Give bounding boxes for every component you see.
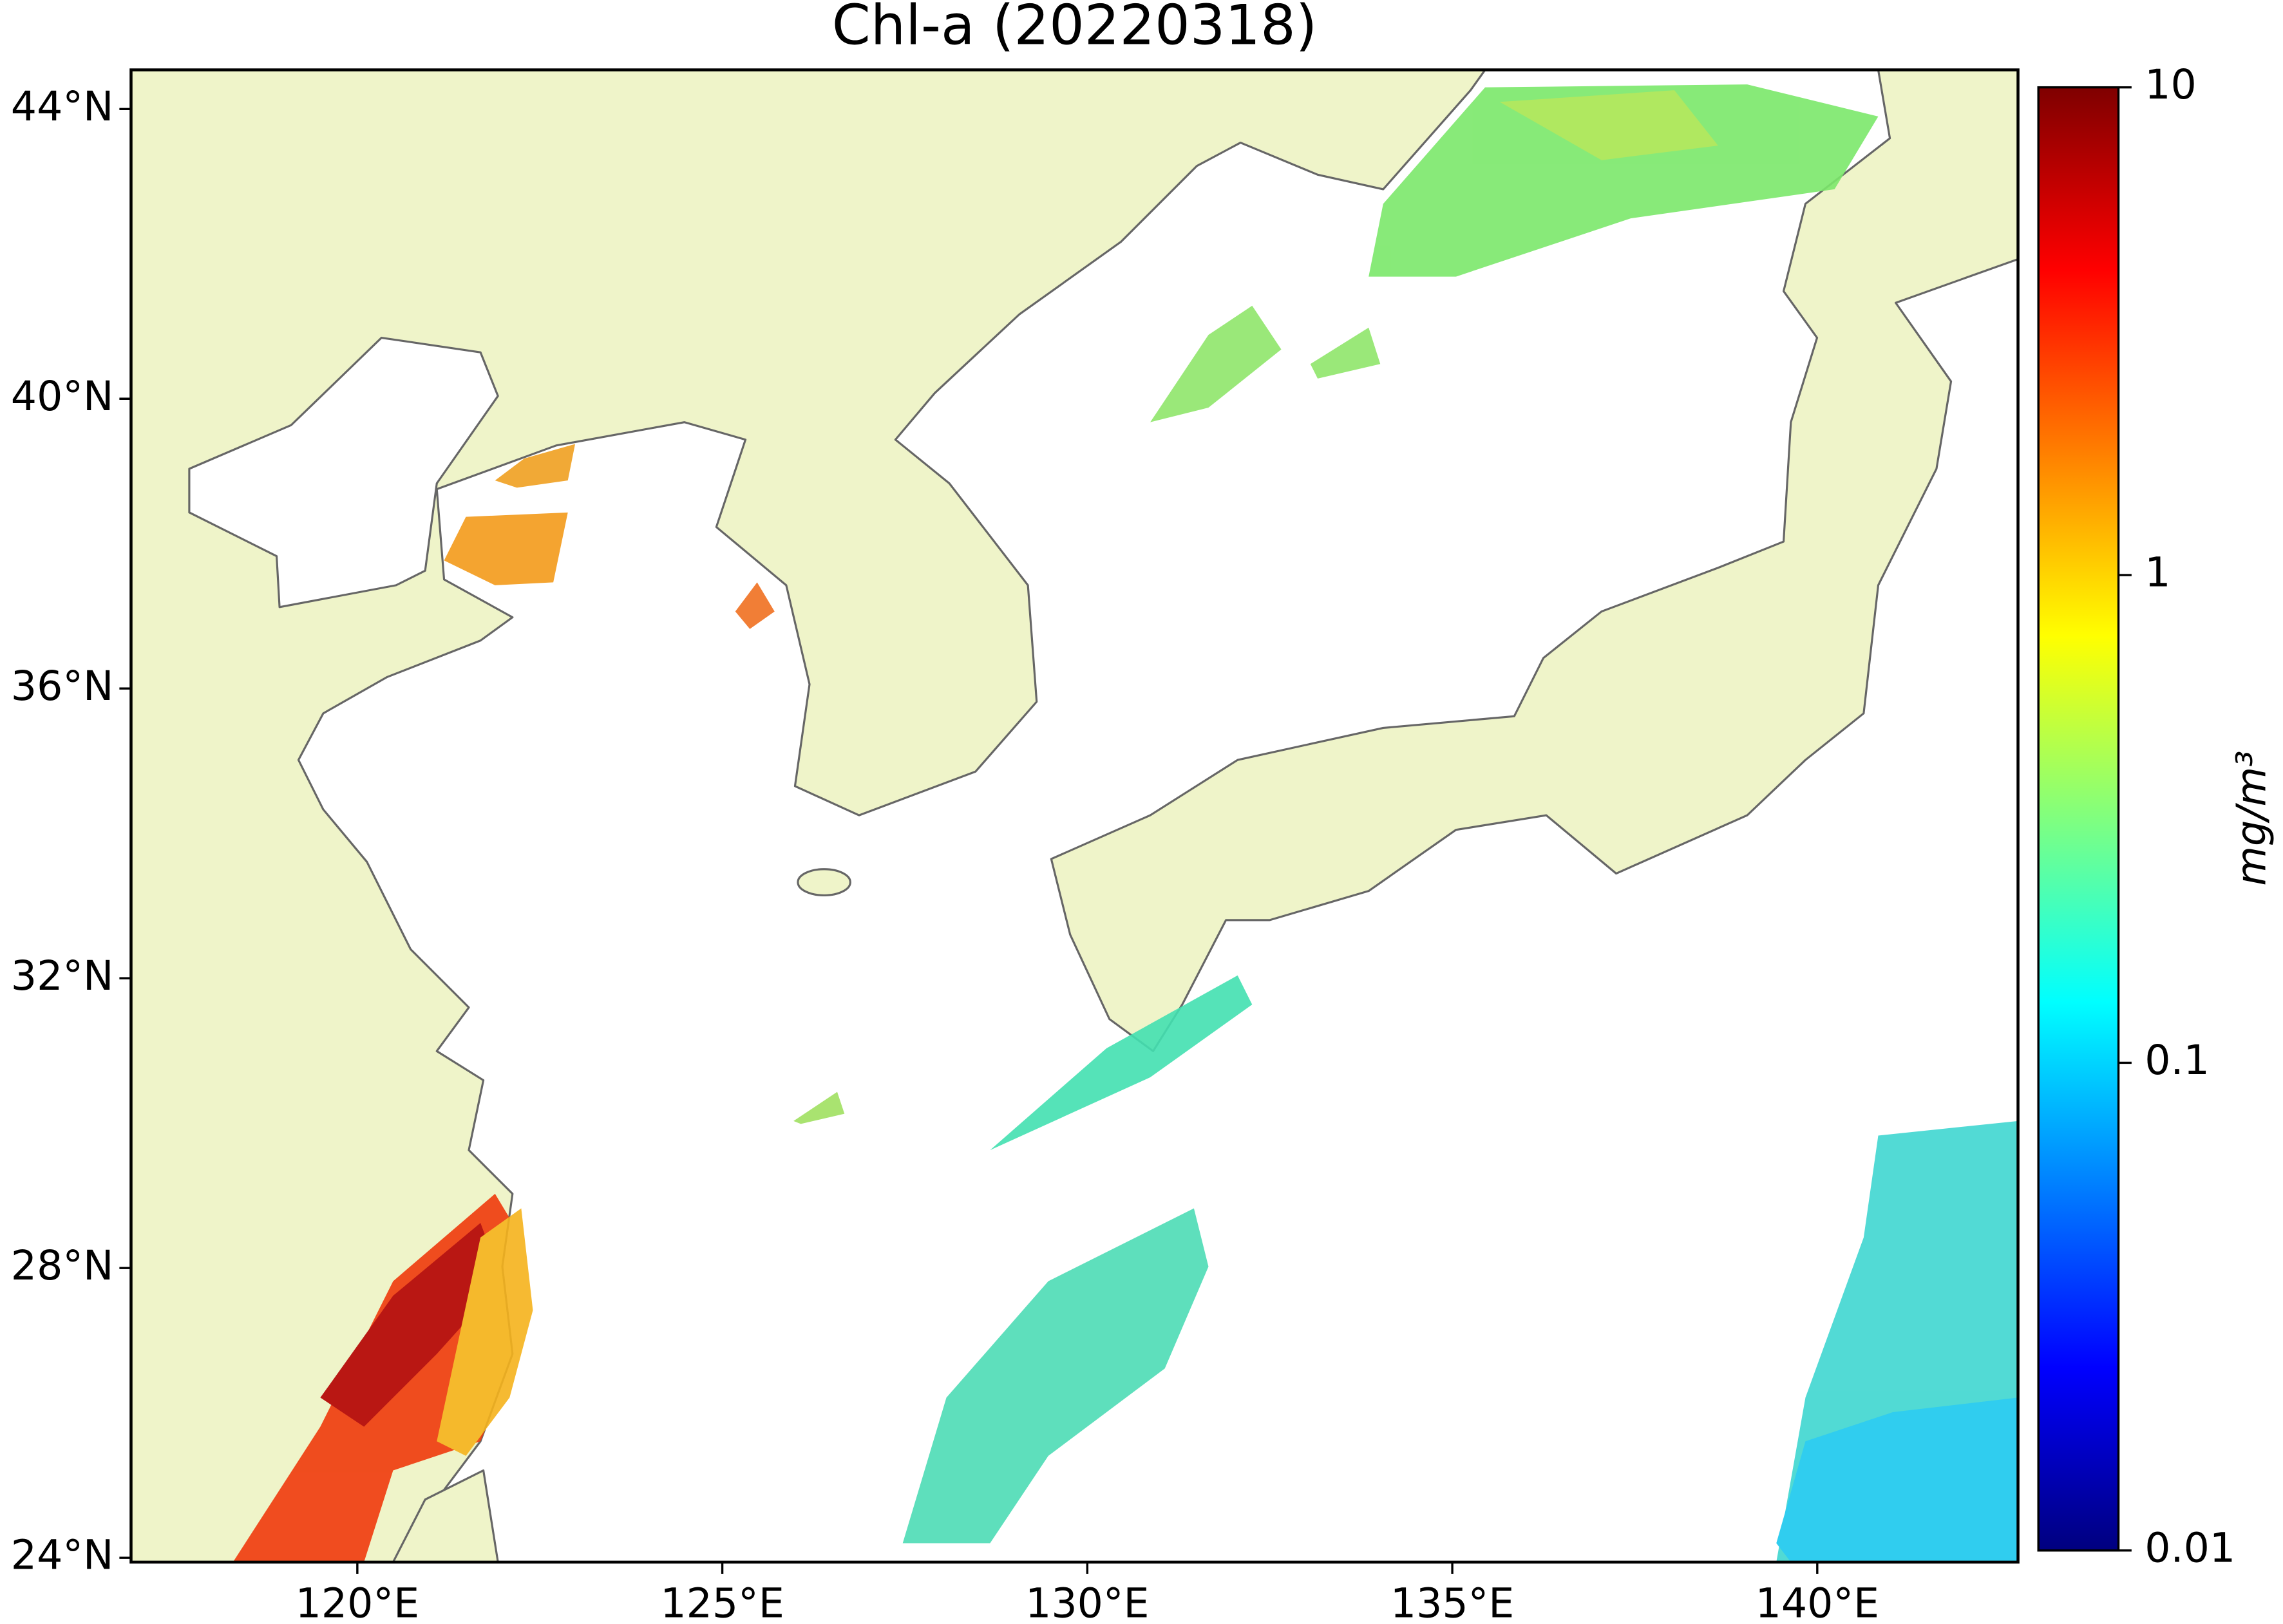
map-title: Chl-a (20220318) [832, 0, 1318, 58]
x-tick-label: 130°E [1025, 1579, 1149, 1624]
map-area [131, 70, 2018, 1562]
jeju-island [797, 868, 851, 897]
taiwan [392, 1469, 499, 1562]
colorbar-tick-label: 0.1 [2145, 1036, 2210, 1084]
x-tick-label: 135°E [1390, 1579, 1514, 1624]
y-tick-label: 24°N [11, 1531, 114, 1579]
y-tick-label: 28°N [11, 1242, 114, 1289]
y-tick-label: 44°N [11, 82, 114, 130]
colorbar-tick-label: 10 [2145, 61, 2197, 108]
sea [297, 70, 2018, 1562]
colorbar-tick-label: 1 [2145, 549, 2170, 596]
bohai-sea [188, 336, 499, 609]
y-tick-label: 40°N [11, 372, 114, 420]
x-tick-label: 125°E [660, 1579, 784, 1624]
colorbar-tick-label: 0.01 [2145, 1524, 2235, 1571]
y-tick-label: 32°N [11, 952, 114, 999]
colorbar-label: mg/m³ [2227, 751, 2275, 886]
colorbar [2037, 86, 2120, 1552]
x-tick-label: 120°E [296, 1579, 419, 1624]
chlorophyll-patches [232, 84, 2018, 1562]
y-tick-label: 36°N [11, 662, 114, 710]
map-frame [129, 68, 2020, 1564]
x-tick-label: 140°E [1756, 1579, 1879, 1624]
